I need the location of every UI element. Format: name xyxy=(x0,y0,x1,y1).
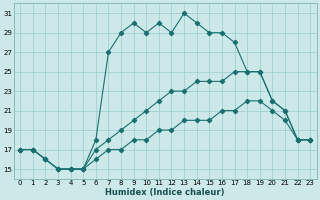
X-axis label: Humidex (Indice chaleur): Humidex (Indice chaleur) xyxy=(106,188,225,197)
